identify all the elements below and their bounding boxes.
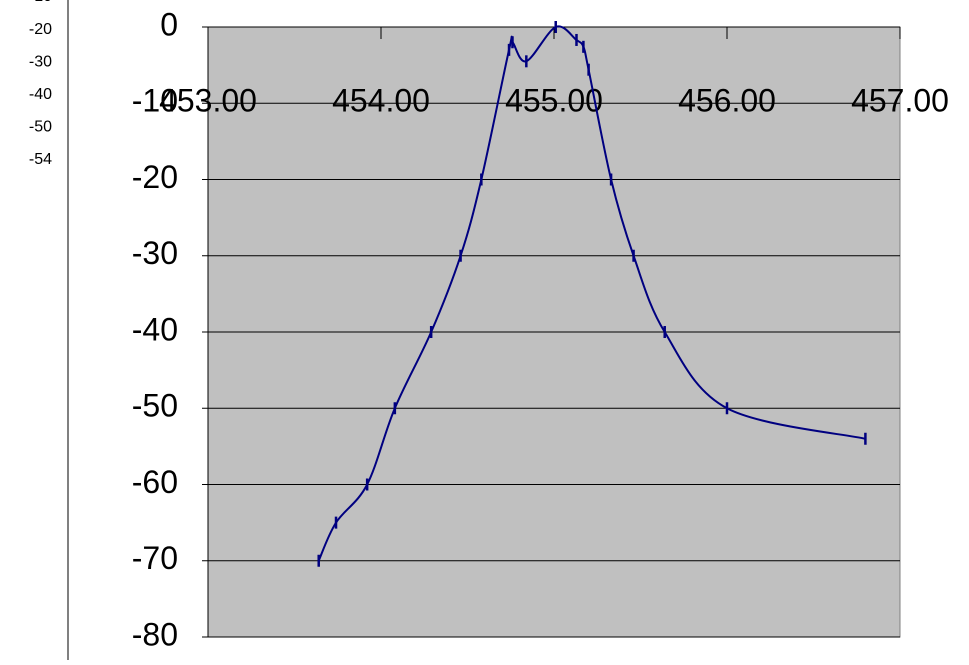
y-tick-label: -50: [132, 388, 178, 424]
x-tick-label: 455.00: [505, 83, 603, 119]
y-tick-label: -20: [132, 159, 178, 195]
y-tick-label: -30: [132, 235, 178, 271]
side-value: -54: [29, 151, 52, 168]
x-tick-label: 457.00: [851, 83, 949, 119]
x-tick-label: 456.00: [678, 83, 776, 119]
y-tick-label: -40: [132, 311, 178, 347]
side-value: -20: [29, 21, 52, 38]
side-value: -10: [29, 0, 52, 5]
y-tick-label: -60: [132, 464, 178, 500]
side-value: -50: [29, 119, 52, 136]
y-tick-label: -70: [132, 540, 178, 576]
y-tick-label: 0: [160, 6, 178, 42]
y-tick-label: -80: [132, 616, 178, 652]
x-tick-label: 454.00: [332, 83, 430, 119]
side-value: -40: [29, 86, 52, 103]
side-value: -30: [29, 53, 52, 70]
y-tick-label: -10: [132, 83, 178, 119]
x-tick-label: 453.00: [159, 83, 257, 119]
